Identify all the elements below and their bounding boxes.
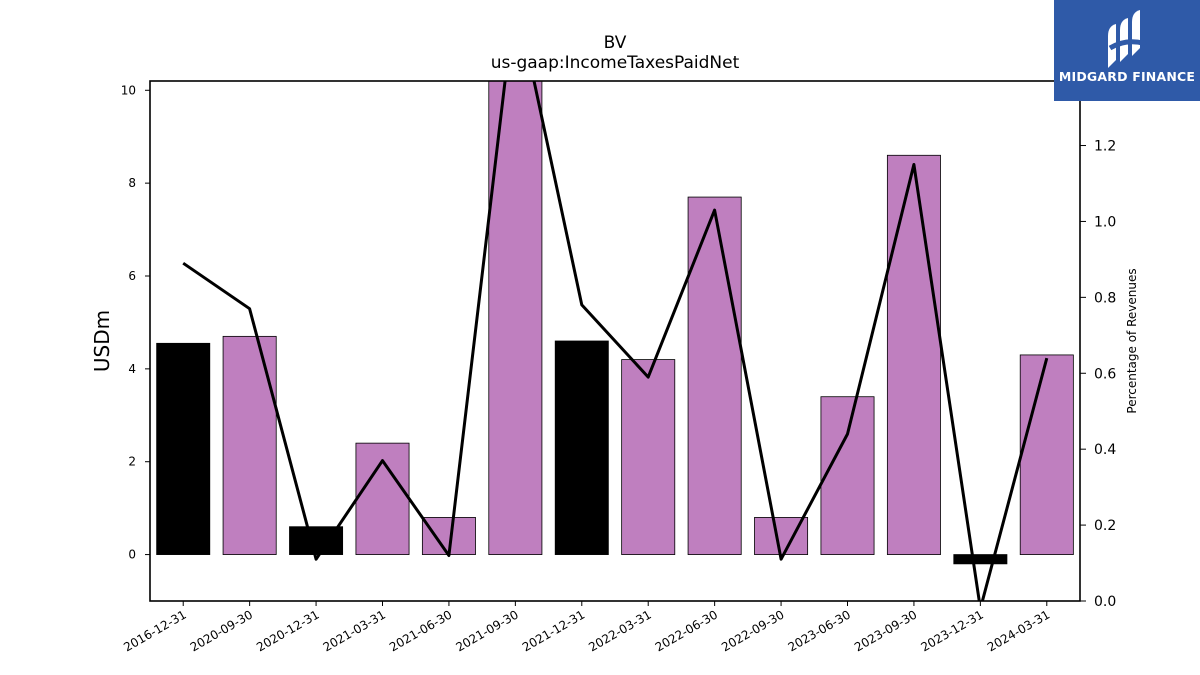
x-tick-label: 2020-12-31: [254, 607, 321, 654]
y2-tick-label: 0.4: [1094, 442, 1116, 458]
y-tick-label: 6: [128, 269, 136, 283]
x-tick-label: 2021-09-30: [453, 607, 520, 654]
bar-2023-09-30: [886, 154, 941, 555]
chart-subtitle: us-gaap:IncomeTaxesPaidNet: [491, 53, 740, 73]
y-tick-label: 8: [128, 176, 136, 190]
x-tick-label: 2024-03-31: [985, 607, 1052, 654]
y-axis-label: USDm: [90, 310, 114, 372]
x-tick-label: 2020-09-30: [188, 607, 255, 654]
y2-tick-label: 1.0: [1094, 214, 1116, 230]
x-tick-label: 2022-09-30: [719, 607, 786, 654]
x-tick-label: 2023-06-30: [786, 607, 853, 654]
y-tick-label: 0: [128, 548, 136, 562]
bar-2023-06-30: [820, 396, 875, 555]
y2-tick-label: 0.6: [1094, 366, 1116, 382]
percentage-of-revenues-line: [182, 81, 1049, 601]
midgard-finance-logo: MIDGARD FINANCE: [1054, 0, 1200, 101]
x-tick-label: 2022-06-30: [653, 607, 720, 654]
x-tick-label: 2021-06-30: [387, 607, 454, 654]
y2-axis-label: Percentage of Revenues: [1125, 268, 1139, 413]
y2-tick-label: 0.8: [1094, 290, 1116, 306]
bars-layer: [156, 81, 1074, 565]
bar-2023-12-31: [953, 554, 1008, 565]
bar-2016-12-31: [156, 342, 211, 555]
y2-tick-label: 1.2: [1094, 139, 1116, 155]
logo-text: MIDGARD FINANCE: [1058, 69, 1196, 84]
y-tick-label: 10: [121, 83, 136, 97]
x-tick-label: 2021-03-31: [321, 607, 388, 654]
x-tick-label: 2023-12-31: [918, 607, 985, 654]
line-layer: [182, 81, 1049, 601]
bar-2022-03-31: [621, 359, 676, 555]
x-tick-label: 2023-09-30: [852, 607, 919, 654]
bar-2022-06-30: [687, 196, 742, 555]
x-tick-label: 2016-12-31: [121, 607, 188, 654]
x-tick-label: 2021-12-31: [520, 607, 587, 654]
bar-2020-09-30: [222, 335, 277, 555]
y2-tick-label: 0.0: [1094, 594, 1116, 610]
bar-2021-12-31: [554, 340, 609, 555]
midgard-logo-icon: [1108, 10, 1147, 68]
y-tick-label: 2: [128, 455, 136, 469]
y2-tick-label: 0.2: [1094, 518, 1116, 534]
plot-frame: [149, 80, 1081, 602]
bar-2021-09-30: [488, 81, 543, 555]
chart-title: BV: [604, 33, 627, 53]
bar-2024-03-31: [1019, 354, 1074, 555]
bar-2021-06-30: [421, 517, 476, 555]
y-tick-label: 4: [128, 362, 136, 376]
x-tick-label: 2022-03-31: [586, 607, 653, 654]
